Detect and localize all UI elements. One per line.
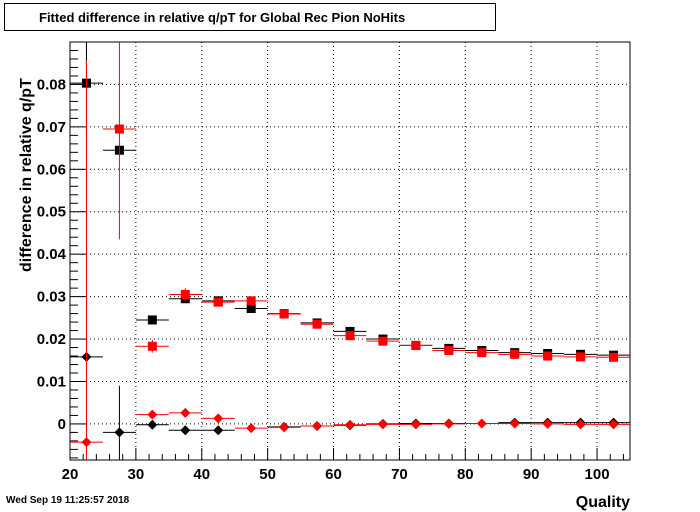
- grid-lines: [70, 42, 630, 460]
- x-tick-label: 90: [523, 466, 540, 483]
- data-point-diamond: [542, 418, 553, 429]
- data-series: [70, 42, 630, 460]
- data-point-square: [345, 331, 355, 341]
- data-point-square: [543, 351, 553, 361]
- data-series: [70, 42, 630, 360]
- x-tick-label: 40: [193, 466, 210, 483]
- data-point-diamond: [312, 421, 323, 432]
- axis-ticks: 20 30 40 50 60 70 80 90 100 0 0.01 0.02 0.03 0.04 0.05…: [37, 49, 624, 483]
- y-tick-label: 0.02: [37, 331, 66, 348]
- data-point-square: [279, 309, 289, 319]
- data-point-square: [444, 346, 454, 356]
- data-point-square: [213, 297, 223, 307]
- data-point-diamond: [213, 425, 224, 436]
- data-series: [102, 42, 630, 362]
- x-tick-label: 80: [457, 466, 474, 483]
- data-point-diamond: [114, 427, 125, 438]
- x-tick-label: 50: [259, 466, 276, 483]
- y-tick-label: 0.01: [37, 373, 66, 390]
- data-point-diamond: [345, 419, 355, 430]
- data-point-diamond: [575, 419, 586, 430]
- data-point-diamond: [476, 418, 487, 429]
- data-point-diamond: [608, 419, 619, 430]
- y-axis-label: difference in relative q/pT: [18, 78, 35, 272]
- x-tick-label: 70: [391, 466, 408, 483]
- data-point-square: [411, 340, 421, 350]
- data-point-square: [576, 352, 586, 362]
- y-tick-label: 0.04: [37, 246, 67, 263]
- timestamp: Wed Sep 19 11:25:57 2018: [6, 495, 130, 506]
- data-point-diamond: [147, 409, 158, 420]
- data-point-square: [510, 349, 520, 359]
- data-point-diamond: [147, 419, 158, 430]
- chart-title: Fitted difference in relative q/pT for G…: [4, 3, 496, 31]
- data-point-square: [180, 289, 190, 299]
- y-tick-label: 0: [58, 416, 66, 433]
- plot-frame: [69, 41, 631, 461]
- data-point-square: [378, 336, 388, 346]
- data-point-diamond: [279, 422, 290, 433]
- data-point-square: [312, 319, 322, 329]
- data-point-diamond: [180, 407, 191, 418]
- x-tick-label: 60: [325, 466, 342, 483]
- y-tick-label: 0.06: [37, 161, 66, 178]
- y-tick-label: 0.05: [37, 204, 66, 221]
- data-point-square: [477, 348, 487, 358]
- y-tick-label: 0.08: [37, 76, 66, 93]
- x-tick-label: 100: [585, 466, 610, 483]
- data-point-diamond: [509, 418, 520, 429]
- data-point-square: [114, 124, 124, 134]
- data-point-diamond: [246, 423, 257, 434]
- data-point-diamond: [443, 418, 454, 429]
- data-point-square: [246, 296, 256, 306]
- data-point-diamond: [377, 419, 388, 430]
- data-point-square: [609, 352, 619, 362]
- x-axis-label: Quality: [576, 494, 630, 511]
- x-tick-label: 30: [128, 466, 145, 483]
- data-point-diamond: [410, 419, 421, 430]
- data-points: [70, 42, 630, 460]
- y-tick-label: 0.03: [37, 289, 66, 306]
- data-point-diamond: [213, 413, 224, 424]
- data-point-square: [246, 304, 256, 314]
- x-tick-label: 20: [62, 466, 79, 483]
- y-tick-label: 0.07: [37, 119, 66, 136]
- data-point-square: [147, 315, 157, 325]
- data-series: [70, 60, 630, 460]
- data-point-diamond: [180, 425, 191, 436]
- data-point-diamond: [81, 437, 92, 448]
- data-point-square: [147, 341, 157, 351]
